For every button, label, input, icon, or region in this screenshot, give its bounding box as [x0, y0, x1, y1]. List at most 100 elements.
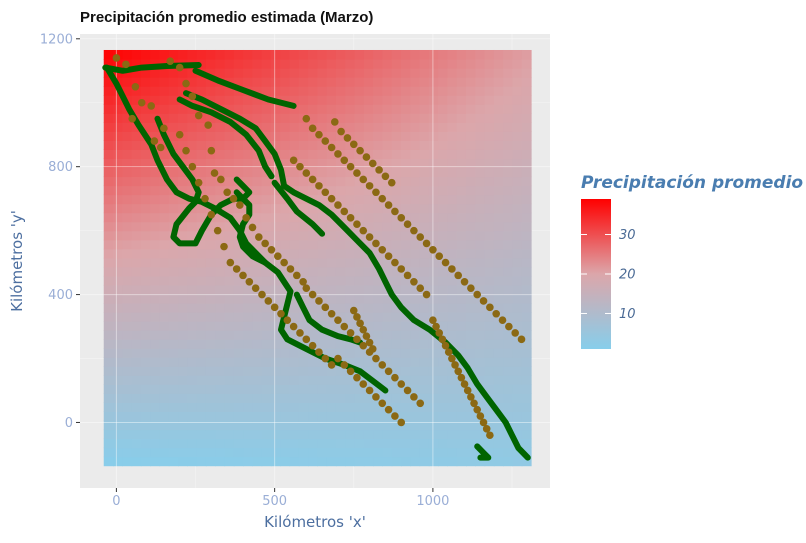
heatmap-cell — [280, 212, 291, 223]
heatmap-cell — [122, 284, 133, 295]
coastline — [183, 90, 531, 461]
heatmap-cell — [475, 302, 486, 313]
heatmap-cell — [465, 302, 476, 313]
heatmap-cell — [187, 68, 198, 78]
heatmap-cell — [354, 284, 365, 295]
heatmap-cell — [521, 266, 532, 277]
heatmap-cell — [456, 230, 467, 241]
heatmap-cell — [447, 366, 458, 376]
heatmap-cell — [410, 122, 421, 132]
heatmap-cell — [243, 312, 253, 322]
heatmap-cell — [475, 59, 486, 69]
heatmap-cell — [438, 411, 449, 422]
heatmap-cell — [493, 257, 504, 268]
heatmap-cell — [187, 185, 198, 196]
heatmap-cell — [456, 176, 467, 187]
heatmap-cell — [493, 149, 504, 160]
heatmap-cell — [261, 348, 272, 358]
heatmap-cell — [159, 158, 170, 169]
heatmap-cell — [512, 302, 523, 313]
heatmap-cell — [503, 339, 514, 349]
heatmap-cell — [196, 321, 207, 331]
station-point — [365, 386, 374, 395]
heatmap-cell — [187, 266, 198, 277]
heatmap-cell — [187, 348, 198, 358]
heatmap-cell — [168, 312, 179, 322]
heatmap-cell — [261, 284, 272, 295]
heatmap-cell — [113, 95, 123, 105]
heatmap-cell — [270, 456, 281, 467]
heatmap-cell — [335, 339, 346, 349]
heatmap-cell — [224, 122, 235, 132]
station-point — [242, 214, 250, 222]
heatmap-cell — [354, 293, 365, 304]
heatmap-cell — [363, 239, 374, 250]
heatmap-cell — [521, 185, 532, 196]
heatmap-cell — [131, 438, 142, 449]
heatmap-cell — [289, 447, 300, 458]
station-point — [403, 271, 412, 280]
heatmap-cell — [243, 176, 253, 187]
station-point — [334, 150, 342, 158]
heatmap-cell — [447, 149, 458, 160]
heatmap-cell — [243, 411, 253, 422]
heatmap-cell — [391, 185, 402, 196]
heatmap-cell — [205, 402, 216, 413]
heatmap-cell — [131, 312, 142, 322]
heatmap-cell — [215, 95, 226, 105]
heatmap-cell — [308, 293, 318, 304]
heatmap-cell — [410, 86, 421, 96]
heatmap-cell — [428, 194, 439, 205]
heatmap-cell — [298, 321, 309, 331]
heatmap-cell — [215, 239, 226, 250]
heatmap-cell — [354, 348, 365, 358]
heatmap-cell — [512, 266, 523, 277]
heatmap-cell — [521, 86, 532, 96]
coastline — [103, 64, 389, 394]
heatmap-cell — [484, 113, 495, 123]
station-point — [448, 354, 456, 363]
heatmap-cell — [410, 239, 421, 250]
heatmap-cell — [521, 293, 532, 304]
heatmap-cell — [122, 140, 133, 150]
heatmap-cell — [326, 203, 337, 214]
heatmap-cell — [308, 49, 318, 60]
heatmap-cell — [373, 68, 383, 78]
station-point — [482, 425, 491, 433]
heatmap-cell — [270, 140, 281, 150]
heatmap-cell — [140, 293, 151, 304]
heatmap-cell — [419, 438, 430, 449]
heatmap-cell — [363, 402, 374, 413]
heatmap-cell — [205, 321, 216, 331]
heatmap-cell — [215, 375, 226, 385]
heatmap-cell — [150, 420, 161, 431]
heatmap-cell — [187, 375, 198, 385]
heatmap-cell — [382, 77, 393, 87]
station-point — [378, 361, 387, 369]
heatmap-cell — [335, 293, 346, 304]
station-point — [248, 223, 257, 232]
heatmap-cell — [243, 49, 253, 60]
heatmap-cell — [233, 149, 244, 160]
heatmap-cell — [243, 330, 253, 340]
heatmap-cell — [438, 185, 449, 196]
heatmap-cell — [512, 384, 523, 394]
heatmap-cell — [484, 221, 495, 232]
heatmap-cell — [168, 357, 179, 367]
heatmap-cell — [317, 149, 328, 160]
heatmap-cell — [400, 393, 411, 403]
heatmap-cell — [196, 456, 207, 467]
heatmap-cell — [373, 456, 383, 467]
heatmap-cell — [354, 266, 365, 277]
heatmap-cell — [122, 167, 133, 178]
heatmap-cell — [503, 59, 514, 69]
heatmap-cell — [400, 104, 411, 114]
heatmap-cell — [205, 420, 216, 431]
heatmap-cell — [224, 375, 235, 385]
heatmap-cell — [512, 284, 523, 295]
heatmap-cell — [187, 284, 198, 295]
heatmap-cell — [521, 230, 532, 241]
heatmap-cell — [475, 203, 486, 214]
heatmap-cell — [280, 321, 291, 331]
heatmap-cell — [215, 140, 226, 150]
